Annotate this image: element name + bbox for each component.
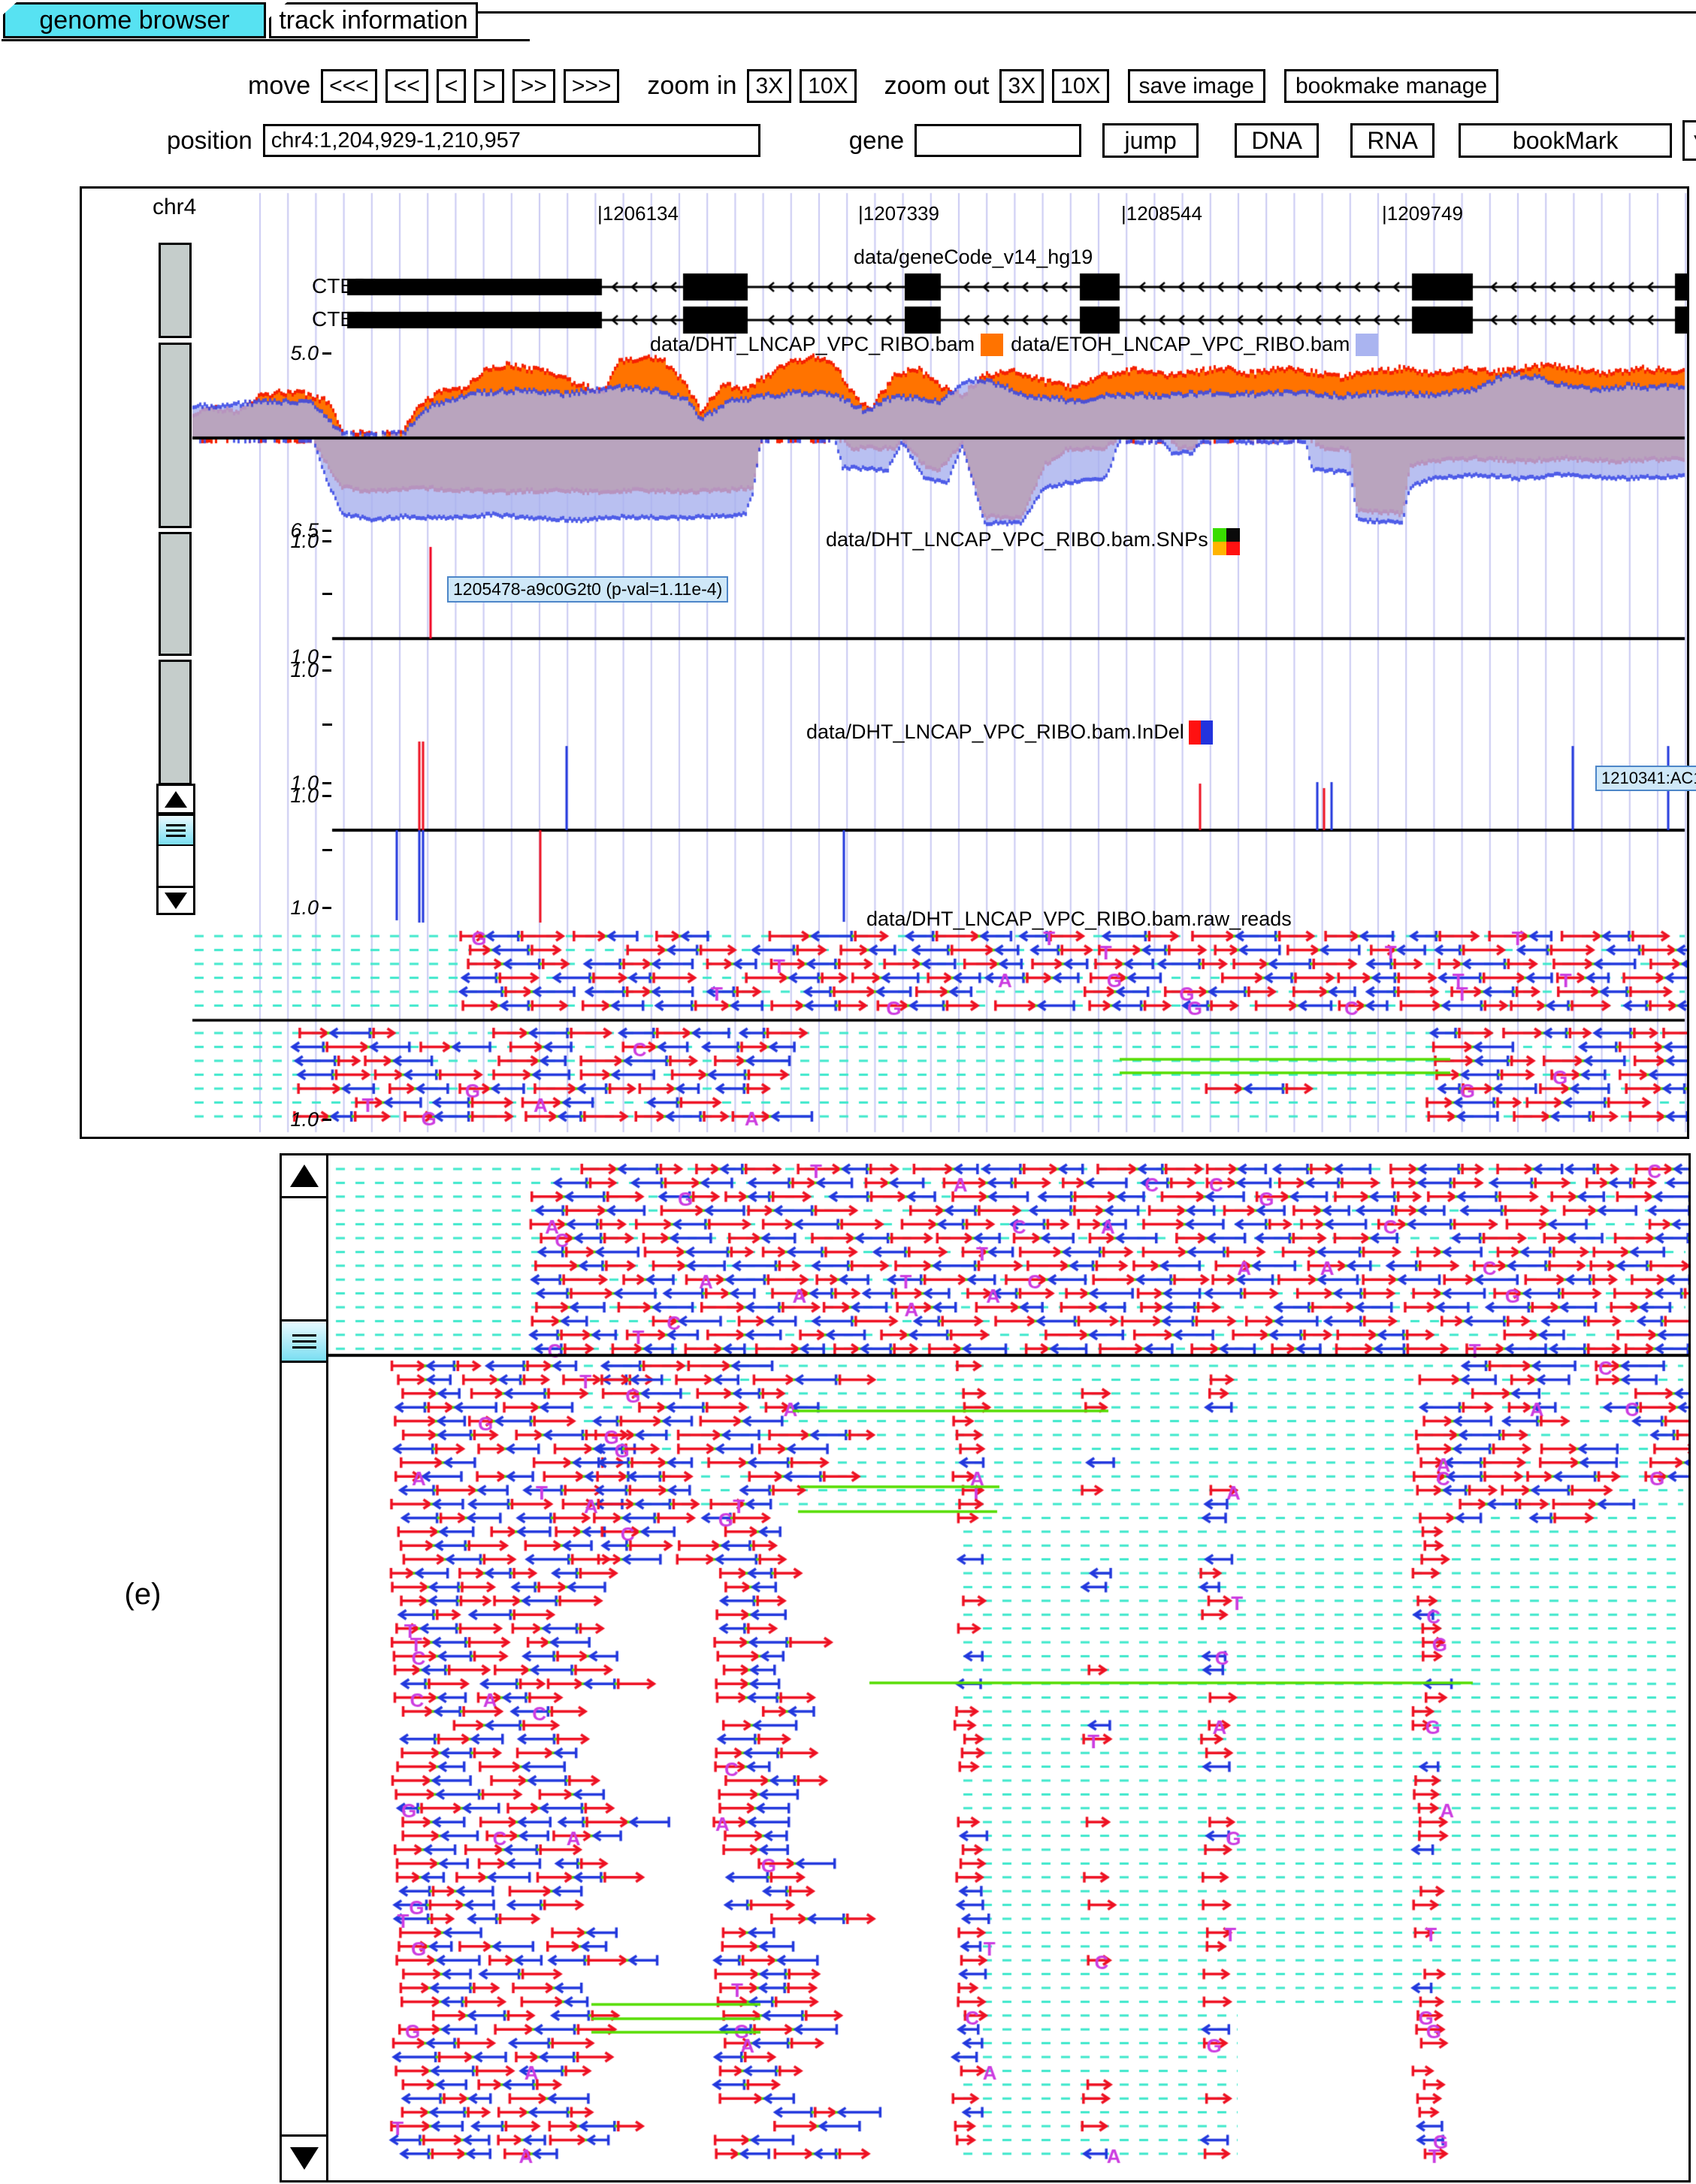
bookmark-manage-button[interactable]: bookmake manage xyxy=(1283,68,1499,103)
zoom-out-10x-button[interactable]: 10X xyxy=(1052,68,1109,103)
indel-tooltip: 1210341:AC1 xyxy=(1595,766,1696,791)
scale-reads-top: 1.0 xyxy=(262,896,331,920)
dna-button[interactable]: DNA xyxy=(1235,123,1320,158)
reads-scroll-thumb[interactable] xyxy=(159,814,193,846)
gene-input[interactable] xyxy=(915,124,1082,157)
axis-mid-tick xyxy=(322,723,332,726)
ruler-tick-4: |1209749 xyxy=(1382,202,1463,225)
gene-name-1: CTBP1 xyxy=(312,274,380,298)
zoom-out-label: zoom out xyxy=(884,71,990,100)
reads-scroll-down-button[interactable] xyxy=(159,886,193,913)
dht-color-swatch xyxy=(981,333,1004,356)
reads-scroll-up-button[interactable] xyxy=(159,786,193,814)
move-far-left-button[interactable]: <<< xyxy=(321,68,377,103)
zoom-out-3x-button[interactable]: 3X xyxy=(999,68,1045,103)
scale-indel-bottom: 1.0 xyxy=(262,772,331,795)
axis-mid-tick xyxy=(322,849,332,851)
expanded-scroll-thumb[interactable] xyxy=(282,1319,326,1363)
tab-track-information[interactable]: track information xyxy=(269,2,478,38)
triangle-down-icon xyxy=(289,2147,319,2170)
scale-coverage-bottom: 6.5 xyxy=(262,519,331,542)
tab-track-information-label: track information xyxy=(279,5,468,35)
move-label: move xyxy=(248,71,311,100)
scale-indel2-top: 1.0 xyxy=(262,784,331,808)
zoom-in-3x-button[interactable]: 3X xyxy=(747,68,792,103)
genome-browser-panel: chr4 |1206134 |1207339 |1208544 |1209749… xyxy=(80,186,1696,1139)
bookmark-dropdown-button[interactable]: ▼ xyxy=(1682,120,1696,161)
triangle-down-icon xyxy=(165,892,187,909)
move-far-right-button[interactable]: >>> xyxy=(563,68,620,103)
ruler-tick-1: |1206134 xyxy=(597,202,679,225)
ruler-tick-3: |1208544 xyxy=(1121,202,1202,225)
indel-track-title: data/DHT_LNCAP_VPC_RIBO.bam.InDel xyxy=(806,720,1184,743)
axis-mid-tick xyxy=(322,593,332,595)
move-right-button[interactable]: >> xyxy=(512,68,555,103)
chevron-down-icon: ▼ xyxy=(1690,130,1696,151)
move-step-right-button[interactable]: > xyxy=(474,68,504,103)
coverage-dht-label: data/DHT_LNCAP_VPC_RIBO.bam xyxy=(650,333,975,355)
scale-coverage-top: 5.0 xyxy=(262,342,331,365)
reads-scrollbar xyxy=(156,784,195,915)
ruler-tick-2: |1207339 xyxy=(858,202,939,225)
coverage-etoh-label: data/ETOH_LNCAP_VPC_RIBO.bam xyxy=(1011,333,1350,355)
rna-button[interactable]: RNA xyxy=(1350,123,1435,158)
scale-snp-bottom: 1.0 xyxy=(262,645,331,669)
ideogram-block-coverage xyxy=(159,343,192,528)
expanded-scroll-up-button[interactable] xyxy=(282,1155,326,1198)
coverage-track-titles: data/DHT_LNCAP_VPC_RIBO.bam data/ETOH_LN… xyxy=(650,333,1379,356)
tabbar-divider-bottom xyxy=(2,39,530,41)
gene-label: gene xyxy=(848,126,905,154)
indel-track-title-row: data/DHT_LNCAP_VPC_RIBO.bam.InDel xyxy=(806,720,1213,745)
tab-genome-browser[interactable]: genome browser xyxy=(3,2,266,38)
etoh-color-swatch xyxy=(1356,333,1379,356)
indel-legend-icon xyxy=(1188,720,1213,745)
triangle-up-icon xyxy=(165,790,187,808)
triangle-up-icon xyxy=(289,1164,319,1187)
genome-tracks-canvas[interactable] xyxy=(82,189,1687,1137)
tab-genome-browser-label: genome browser xyxy=(39,5,230,35)
toolbar: move <<< << < > >> >>> zoom in 3X 10X zo… xyxy=(248,66,1507,105)
chromosome-label: chr4 xyxy=(153,195,197,219)
ideogram-block-indel xyxy=(159,660,192,785)
gene-name-2: CTBP1 xyxy=(312,307,380,331)
gene-track-title: data/geneCode_v14_hg19 xyxy=(854,246,1093,268)
position-label: position xyxy=(167,126,252,154)
zoom-in-label: zoom in xyxy=(647,71,737,100)
ideogram-block-gene xyxy=(159,243,192,338)
expanded-reads-panel xyxy=(280,1153,1691,2182)
snp-track-title-row: data/DHT_LNCAP_VPC_RIBO.bam.SNPs xyxy=(826,528,1240,555)
scale-indel-top: 1.0 xyxy=(262,659,331,682)
save-image-button[interactable]: save image xyxy=(1127,68,1265,103)
panel-label-e: (e) xyxy=(124,1578,162,1611)
move-step-left-button[interactable]: < xyxy=(436,68,467,103)
location-bar: position gene jump DNA RNA bookMark ▼ xyxy=(167,120,1696,161)
move-left-button[interactable]: << xyxy=(385,68,428,103)
snp-legend-icon xyxy=(1212,528,1240,555)
ideogram-block-snp xyxy=(159,532,192,656)
position-input[interactable] xyxy=(262,124,760,157)
bookmark-button[interactable]: bookMark xyxy=(1459,123,1673,158)
zoom-in-10x-button[interactable]: 10X xyxy=(800,68,857,103)
scale-reads-bottom: 1.0 xyxy=(262,1108,331,1131)
scale-snp-top: 1.0 xyxy=(262,530,331,553)
raw-reads-track-title: data/DHT_LNCAP_VPC_RIBO.bam.raw_reads xyxy=(866,908,1292,930)
snp-tooltip: 1205478-a9c0G2t0 (p-val=1.11e-4) xyxy=(447,576,729,603)
expanded-reads-scrollbar xyxy=(282,1155,328,2180)
jump-button[interactable]: jump xyxy=(1102,123,1199,158)
snp-track-title: data/DHT_LNCAP_VPC_RIBO.bam.SNPs xyxy=(826,528,1208,551)
tabbar-divider-right xyxy=(478,11,1696,14)
expanded-reads-canvas[interactable] xyxy=(328,1155,1688,2180)
expanded-scroll-down-button[interactable] xyxy=(282,2134,326,2180)
